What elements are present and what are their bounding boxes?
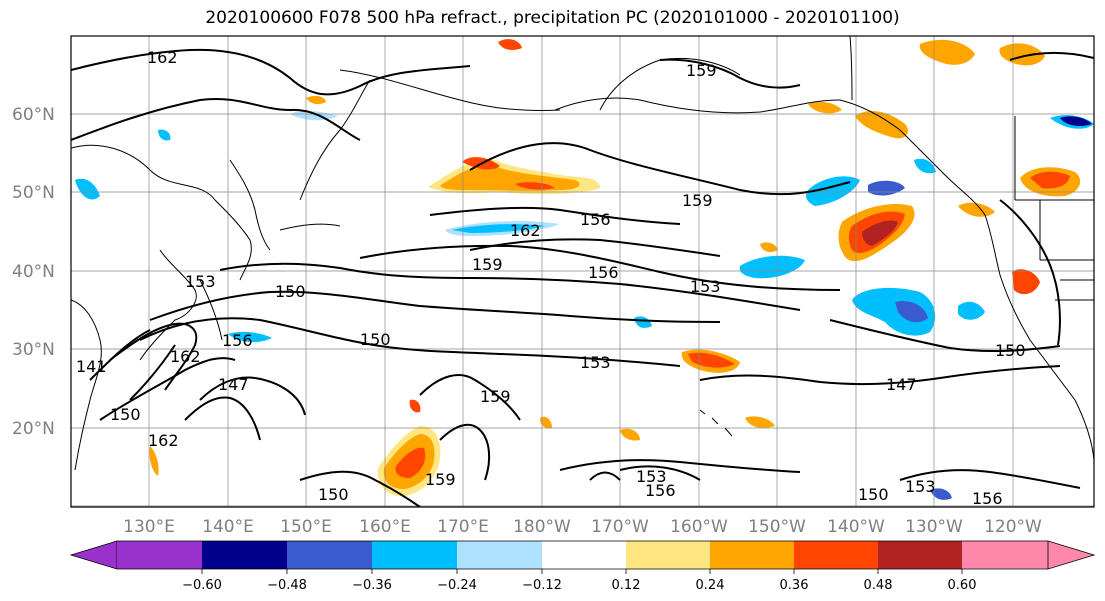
contour-label: 156 (645, 481, 676, 500)
colorbar-tick-label: −0.36 (352, 578, 392, 593)
colorbar-tick-label: 0.60 (948, 578, 977, 593)
colorbar-tick-label: 0.12 (612, 578, 641, 593)
colorbar-segment (457, 541, 542, 569)
contour-label: 159 (686, 61, 717, 80)
lat-label: 60°N (12, 105, 55, 125)
lon-label: 170°W (591, 517, 649, 537)
colorbar-low-extension (69, 540, 118, 570)
contour-label: 150 (318, 485, 349, 504)
contour-label: 150 (275, 282, 306, 301)
lat-label: 30°N (12, 340, 55, 360)
contour-label: 150 (110, 405, 141, 424)
colorbar-tick-label: −0.24 (437, 578, 477, 593)
colorbar-segment (794, 541, 878, 569)
contour-label: 141 (76, 357, 107, 376)
lon-label: 130°W (905, 517, 963, 537)
colorbar-tick-label: −0.12 (522, 578, 562, 593)
contour-label: 153 (185, 272, 216, 291)
contour-label: 162 (510, 221, 541, 240)
lon-label: 160°W (670, 517, 728, 537)
lon-label: 150°W (748, 517, 806, 537)
map-frame (70, 35, 1095, 508)
lon-label: 170°E (437, 517, 489, 537)
colorbar-segment (117, 541, 202, 569)
colorbar-outline (117, 540, 1048, 570)
colorbar-segment (287, 541, 372, 569)
contour-label: 150 (858, 485, 889, 504)
contour-label: 156 (588, 263, 619, 282)
colorbar: −0.60 −0.48 −0.36 −0.24 −0.12 0.12 0.24 … (69, 540, 1096, 593)
lon-label: 180°W (513, 517, 571, 537)
contour-label: 162 (170, 347, 201, 366)
contour-labels: 162 159 159 156 162 159 156 153 153 150 … (76, 48, 1026, 508)
lat-label: 20°N (12, 419, 55, 439)
contour-label: 150 (995, 341, 1026, 360)
graticule (71, 36, 1094, 507)
contour-label: 159 (480, 387, 511, 406)
contour-label: 153 (636, 467, 667, 486)
colorbar-tick-label: 0.36 (780, 578, 809, 593)
lat-label: 50°N (12, 183, 55, 203)
contour-label: 159 (682, 191, 713, 210)
colorbar-segment (710, 541, 794, 569)
lon-label: 130°E (123, 517, 175, 537)
map-panel (71, 36, 1094, 507)
colorbar-tick-label: −0.60 (182, 578, 222, 593)
contour-label: 153 (905, 477, 936, 496)
contour-label: 156 (972, 489, 1003, 508)
latitude-labels: 60°N 50°N 40°N 30°N 20°N (12, 105, 55, 439)
contour-label: 147 (886, 375, 917, 394)
longitude-labels: 130°E 140°E 150°E 160°E 170°E 180°W 170°… (123, 517, 1042, 537)
contour-label: 150 (360, 330, 391, 349)
colorbar-high-extension (1047, 540, 1096, 570)
lon-label: 140°W (827, 517, 885, 537)
precipitation-shading (75, 39, 1094, 500)
contour-label: 159 (425, 470, 456, 489)
contour-label: 159 (472, 255, 503, 274)
colorbar-segment (626, 541, 710, 569)
contour-label: 156 (580, 210, 611, 229)
contour-label: 153 (580, 353, 611, 372)
contour-label: 162 (148, 431, 179, 450)
colorbar-tick-label: −0.48 (267, 578, 307, 593)
map-title: 2020100600 F078 500 hPa refract., precip… (205, 8, 900, 28)
lon-label: 160°E (359, 517, 411, 537)
colorbar-tick-label: 0.48 (864, 578, 893, 593)
lon-label: 120°W (984, 517, 1042, 537)
lon-label: 150°E (280, 517, 332, 537)
refractivity-contours (71, 48, 1094, 507)
contour-label: 156 (222, 331, 253, 350)
lat-label: 40°N (12, 262, 55, 282)
colorbar-segment (542, 541, 626, 569)
colorbar-segment (962, 541, 1048, 569)
colorbar-segment (372, 541, 457, 569)
contour-label: 153 (690, 277, 721, 296)
contour-label: 147 (218, 375, 249, 394)
colorbar-segment (202, 541, 287, 569)
colorbar-tick-label: 0.24 (696, 578, 725, 593)
lon-label: 140°E (202, 517, 254, 537)
contour-label: 162 (147, 48, 178, 67)
colorbar-segment (878, 541, 962, 569)
